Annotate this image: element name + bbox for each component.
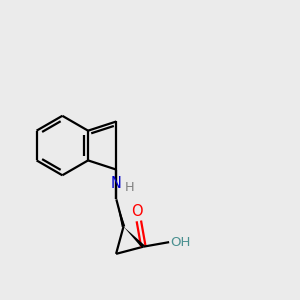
Polygon shape [116, 199, 125, 227]
Polygon shape [124, 226, 145, 248]
Polygon shape [139, 221, 143, 247]
Text: O: O [131, 203, 143, 218]
Text: OH: OH [171, 236, 191, 249]
Text: H: H [124, 181, 134, 194]
Text: N: N [111, 176, 122, 191]
